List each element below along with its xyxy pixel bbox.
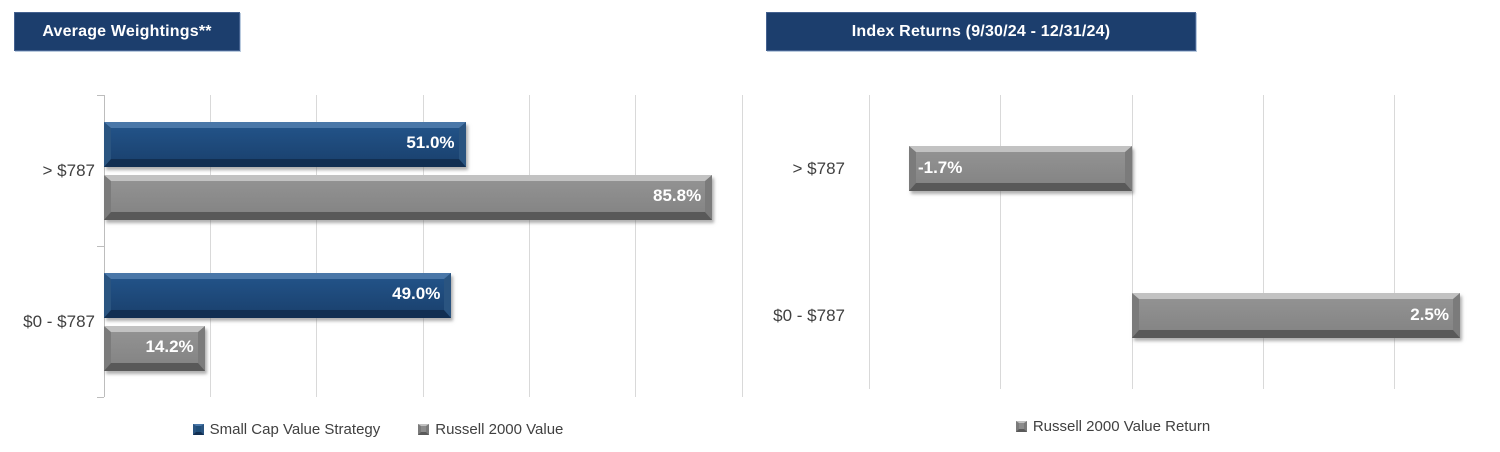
- gridline: [528, 95, 530, 397]
- category-label: $0 - $787: [773, 305, 845, 325]
- bar: -1.7%: [908, 146, 1132, 191]
- legend-item: Russell 2000 Value Return: [1015, 418, 1211, 435]
- index-returns-legend: Russell 2000 Value Return: [766, 418, 1460, 435]
- bar-value-label: 14.2%: [145, 337, 194, 356]
- bar: 51.0%: [104, 121, 466, 167]
- chart-title: Index Returns (9/30/24 - 12/31/24): [851, 22, 1111, 40]
- bar: 85.8%: [104, 174, 713, 220]
- legend-label: Russell 2000 Value Return: [1032, 418, 1211, 435]
- average-weightings-legend: Small Cap Value Strategy Russell 2000 Val…: [14, 421, 742, 438]
- legend-item: Small Cap Value Strategy: [192, 421, 381, 438]
- bar-value-label: 49.0%: [392, 284, 441, 303]
- index-returns-title-banner: Index Returns (9/30/24 - 12/31/24): [766, 12, 1196, 51]
- category-label: $0 - $787: [23, 311, 95, 331]
- average-weightings-plot-area: > $787 51.0% 85.8% $0 - $787 49.0% 14.2%: [23, 94, 743, 398]
- bar-value-label: 2.5%: [1410, 304, 1449, 324]
- average-weightings-title-banner: Average Weightings**: [14, 12, 240, 51]
- gridline: [869, 95, 871, 389]
- gridline: [316, 95, 318, 397]
- bar-value-label: 51.0%: [406, 133, 455, 152]
- category-label: > $787: [42, 160, 95, 180]
- gridline: [1262, 95, 1264, 389]
- legend-marker-icon: [418, 424, 430, 435]
- bar-value-label: 85.8%: [653, 186, 702, 205]
- legend-marker-icon: [1015, 421, 1027, 432]
- category-label: > $787: [792, 158, 845, 178]
- gridline: [741, 95, 743, 397]
- gridline: [422, 95, 424, 397]
- bar-value-label: -1.7%: [917, 157, 963, 177]
- gridline: [635, 95, 637, 397]
- bar: 14.2%: [104, 325, 205, 371]
- axis-tick: [97, 396, 104, 398]
- legend-item: Russell 2000 Value: [418, 421, 563, 438]
- index-returns-plot-area: > $787 -1.7% $0 - $787 2.5%: [773, 95, 1460, 389]
- axis-tick: [97, 245, 104, 247]
- gridline: [1393, 95, 1395, 389]
- legend-marker-icon: [192, 424, 204, 435]
- bar: 2.5%: [1132, 293, 1460, 338]
- axis-tick: [97, 94, 104, 96]
- gridline: [209, 95, 211, 397]
- gridline: [1131, 95, 1133, 389]
- bar: 49.0%: [104, 272, 452, 318]
- gridline: [103, 95, 105, 397]
- legend-label: Russell 2000 Value: [435, 421, 564, 438]
- legend-label: Small Cap Value Strategy: [209, 421, 381, 438]
- chart-title: Average Weightings**: [42, 22, 212, 40]
- gridline: [1000, 95, 1002, 389]
